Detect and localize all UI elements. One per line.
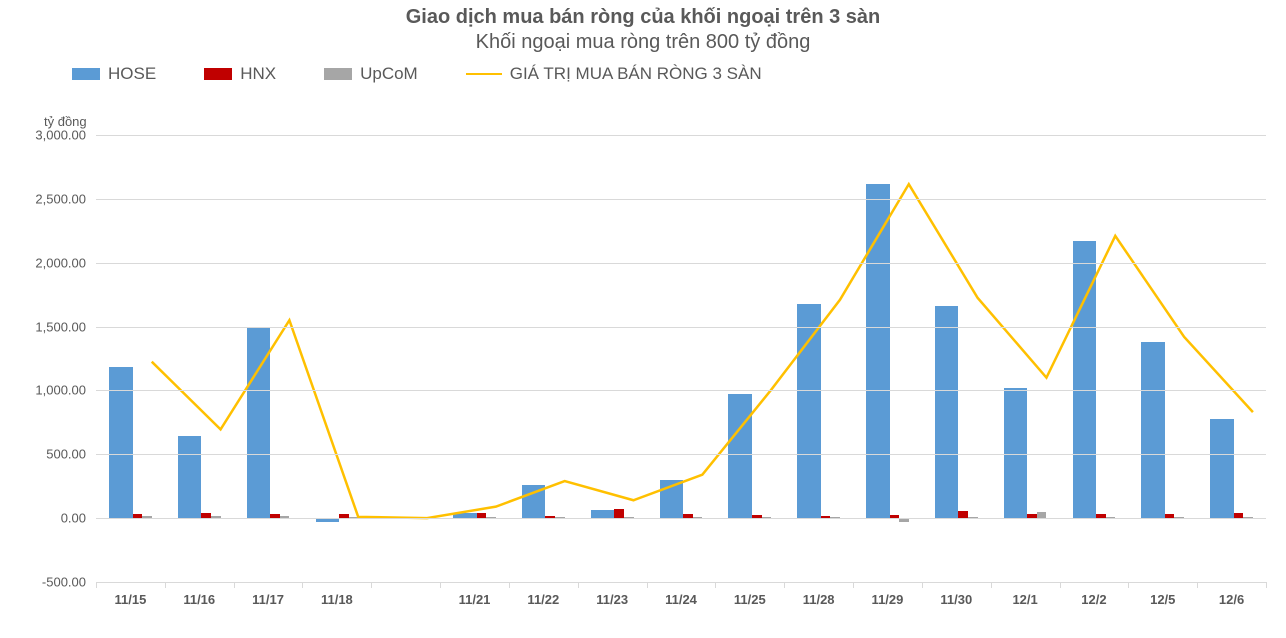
- y-tick-label: 1,500.00: [35, 319, 96, 334]
- x-tick: [1266, 582, 1267, 588]
- x-labels-layer: 11/1511/1611/1711/1811/2111/2211/2311/24…: [96, 135, 1266, 582]
- chart-container: Giao dịch mua bán ròng của khối ngoại tr…: [0, 0, 1286, 638]
- x-axis-label: 12/5: [1150, 582, 1175, 607]
- chart-legend: HOSE HNX UpCoM GIÁ TRỊ MUA BÁN RÒNG 3 SÀ…: [0, 64, 1286, 84]
- x-axis-label: 11/15: [114, 582, 146, 607]
- x-axis-label: 11/25: [734, 582, 766, 607]
- gridline: [96, 518, 1266, 519]
- x-axis-label: 11/16: [183, 582, 215, 607]
- y-tick-label: 500.00: [46, 447, 96, 462]
- gridline: [96, 263, 1266, 264]
- x-axis-label: 11/22: [527, 582, 559, 607]
- legend-swatch-net: [466, 73, 502, 76]
- legend-label-upcom: UpCoM: [360, 64, 418, 84]
- chart-title: Giao dịch mua bán ròng của khối ngoại tr…: [0, 6, 1286, 29]
- y-tick-label: -500.00: [42, 575, 96, 590]
- legend-label-net: GIÁ TRỊ MUA BÁN RÒNG 3 SÀN: [510, 64, 762, 84]
- x-axis-label: 11/23: [596, 582, 628, 607]
- legend-swatch-hnx: [204, 68, 232, 80]
- gridline: [96, 135, 1266, 136]
- y-tick-label: 2,000.00: [35, 255, 96, 270]
- gridline: [96, 327, 1266, 328]
- legend-swatch-hose: [72, 68, 100, 80]
- x-axis-label: 11/17: [252, 582, 284, 607]
- legend-item-upcom: UpCoM: [324, 64, 418, 84]
- x-axis-label: 11/24: [665, 582, 697, 607]
- legend-label-hnx: HNX: [240, 64, 276, 84]
- legend-label-hose: HOSE: [108, 64, 156, 84]
- gridline: [96, 199, 1266, 200]
- chart-titles: Giao dịch mua bán ròng của khối ngoại tr…: [0, 0, 1286, 54]
- plot-area: 11/1511/1611/1711/1811/2111/2211/2311/24…: [96, 135, 1266, 582]
- legend-item-net: GIÁ TRỊ MUA BÁN RÒNG 3 SÀN: [466, 64, 762, 84]
- legend-item-hnx: HNX: [204, 64, 276, 84]
- y-tick-label: 1,000.00: [35, 383, 96, 398]
- y-tick-label: 2,500.00: [35, 191, 96, 206]
- gridline: [96, 454, 1266, 455]
- x-axis-label: 12/6: [1219, 582, 1244, 607]
- y-tick-label: 0.00: [61, 511, 96, 526]
- x-axis-label: 12/2: [1081, 582, 1106, 607]
- gridline: [96, 390, 1266, 391]
- legend-swatch-upcom: [324, 68, 352, 80]
- x-axis-label: 11/18: [321, 582, 353, 607]
- x-axis-label: 11/28: [803, 582, 835, 607]
- x-axis-label: 12/1: [1012, 582, 1037, 607]
- chart-subtitle: Khối ngoại mua ròng trên 800 tỷ đồng: [0, 31, 1286, 54]
- y-tick-label: 3,000.00: [35, 128, 96, 143]
- gridline: [96, 582, 1266, 583]
- x-axis-label: 11/30: [940, 582, 972, 607]
- x-axis-label: 11/21: [459, 582, 491, 607]
- x-axis-label: 11/29: [872, 582, 904, 607]
- legend-item-hose: HOSE: [72, 64, 156, 84]
